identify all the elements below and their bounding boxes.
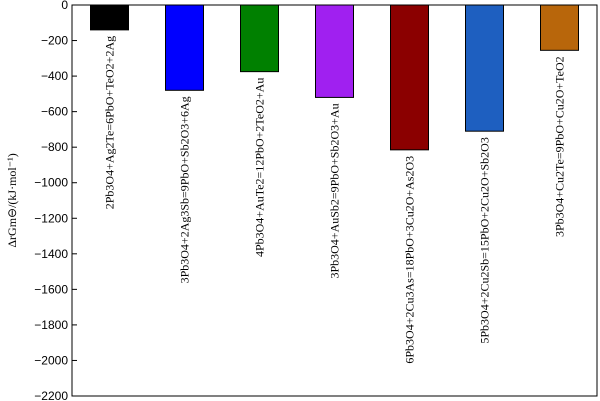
y-tick-label: −1000	[34, 176, 68, 190]
y-tick-label: −200	[41, 34, 68, 48]
bar-labels-group: 2Pb3O4+Ag2Te=6PbO+TeO2+2Ag 3Pb3O4+2Ag3Sb=…	[103, 36, 567, 364]
bar	[540, 4, 579, 51]
y-tick-label: −1800	[34, 318, 68, 332]
y-tick-label: 0	[61, 0, 68, 12]
y-tick-label: −1400	[34, 247, 68, 261]
bar	[90, 4, 129, 31]
plot-frame	[71, 4, 598, 397]
y-tick-label: −600	[41, 105, 68, 119]
y-tick-label: −2200	[34, 389, 68, 401]
bar	[390, 4, 429, 151]
bar-category-label: 3Pb3O4+Cu2Te=9PbO+Cu2O+TeO2	[553, 56, 567, 237]
bar-category-label: 2Pb3O4+Ag2Te=6PbO+TeO2+2Ag	[103, 36, 117, 209]
y-tick-label: −400	[41, 69, 68, 83]
bar-category-label: 3Pb3O4+2Ag3Sb=9PbO+Sb2O3+6Ag	[178, 96, 192, 283]
y-tick-label: −2000	[34, 353, 68, 367]
bar-category-label: 6Pb3O4+2Cu3As=18PbO+3Cu2O+As2O3	[403, 156, 417, 364]
bar-category-label: 3Pb3O4+AuSb2=9PbO+Sb2O3+Au	[328, 103, 342, 278]
bar-category-label: 4Pb3O4+AuTe2=12PbO+2TeO2+Au	[253, 78, 267, 257]
bar	[465, 4, 504, 132]
y-axis: 0 −200 −400 −600 −800 −1000 −1200 −1400 −1600 −18…	[34, 0, 77, 401]
bar	[165, 4, 204, 91]
y-tick-label: −1600	[34, 282, 68, 296]
bar	[240, 4, 279, 73]
y-axis-label: ΔrGm⊖/(kJ·mol⁻¹)	[5, 153, 19, 247]
y-tick-label: −1200	[34, 211, 68, 225]
bar	[315, 4, 354, 98]
plot-border	[71, 4, 598, 397]
bar-category-label: 5Pb3O4+2Cu2Sb=15PbO+2Cu2O+Sb2O3	[478, 137, 492, 343]
y-tick-label: −800	[41, 140, 68, 154]
